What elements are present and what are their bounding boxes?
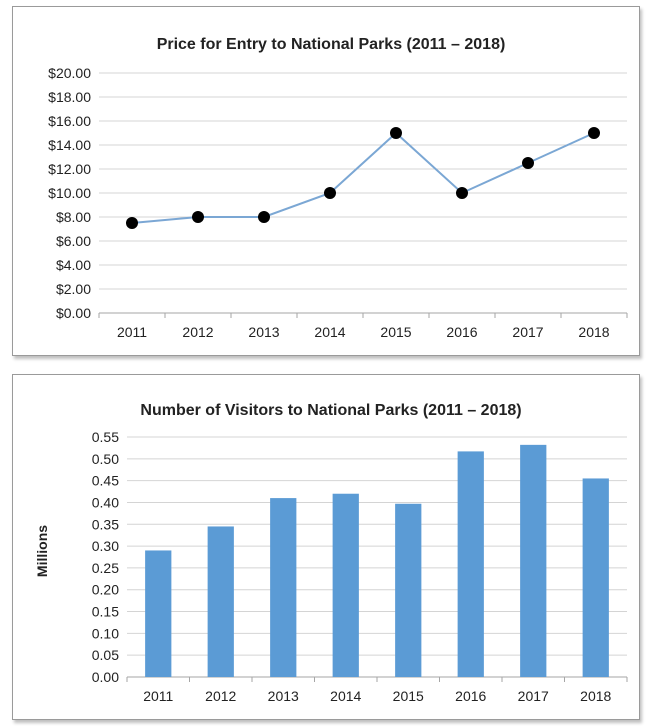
x-tick-label: 2016 [446, 324, 477, 340]
price-data-point [126, 217, 138, 229]
price-chart-title: Price for Entry to National Parks (2011 … [157, 36, 506, 53]
y-tick-label: 0.50 [92, 451, 119, 467]
y-tick-label: 0.10 [92, 625, 119, 641]
visitors-chart-panel: Number of Visitors to National Parks (20… [12, 374, 640, 720]
price-series-line [131, 131, 595, 224]
x-tick-label: 2012 [182, 324, 213, 340]
y-tick-label: 0.15 [92, 604, 119, 620]
y-tick-label: $4.00 [56, 257, 91, 273]
price-line-chart: Price for Entry to National Parks (2011 … [48, 36, 628, 340]
price-data-point [456, 187, 468, 199]
visitors-bar [457, 451, 484, 677]
y-tick-label: 0.25 [92, 560, 119, 576]
price-data-point [522, 157, 534, 169]
visitors-bar [207, 526, 234, 677]
x-tick-label: 2017 [518, 688, 549, 704]
visitors-bar [582, 478, 609, 677]
y-tick-label: 0.55 [92, 429, 119, 445]
price-chart-panel: Price for Entry to National Parks (2011 … [12, 6, 640, 356]
x-tick-label: 2012 [205, 688, 236, 704]
price-data-point [258, 211, 270, 223]
visitors-bar [395, 503, 422, 677]
x-tick-label: 2018 [578, 324, 609, 340]
y-tick-label: 0.00 [92, 669, 119, 685]
x-tick-label: 2015 [393, 688, 424, 704]
y-tick-label: $12.00 [48, 161, 91, 177]
y-tick-label: $16.00 [48, 113, 91, 129]
x-tick-label: 2013 [268, 688, 299, 704]
x-tick-label: 2015 [380, 324, 411, 340]
visitors-bar [145, 550, 172, 677]
visitors-bar-chart: Number of Visitors to National Parks (20… [34, 402, 628, 704]
y-tick-label: $0.00 [56, 305, 91, 321]
x-tick-label: 2011 [117, 324, 147, 340]
y-tick-label: 0.20 [92, 582, 119, 598]
price-data-point [588, 127, 600, 139]
y-tick-label: $14.00 [48, 137, 91, 153]
x-tick-label: 2014 [330, 688, 361, 704]
y-tick-label: $8.00 [56, 209, 91, 225]
visitors-chart-title: Number of Visitors to National Parks (20… [140, 402, 521, 419]
y-tick-label: $20.00 [48, 65, 91, 81]
visitors-bar [520, 444, 547, 677]
x-tick-label: 2014 [314, 324, 345, 340]
y-tick-label: $6.00 [56, 233, 91, 249]
price-data-point [324, 187, 336, 199]
y-tick-label: 0.05 [92, 647, 119, 663]
price-data-point [192, 211, 204, 223]
y-tick-label: 0.30 [92, 538, 119, 554]
price-data-point [390, 127, 402, 139]
visitors-y-axis-label: Millions [34, 525, 50, 577]
x-tick-label: 2018 [580, 688, 611, 704]
y-tick-label: $18.00 [48, 89, 91, 105]
y-tick-label: 0.35 [92, 516, 119, 532]
x-tick-label: 2011 [143, 688, 173, 704]
visitors-bar [270, 498, 297, 677]
y-tick-label: $2.00 [56, 281, 91, 297]
y-tick-label: 0.45 [92, 473, 119, 489]
y-tick-label: $10.00 [48, 185, 91, 201]
x-tick-label: 2017 [512, 324, 543, 340]
x-tick-label: 2013 [248, 324, 279, 340]
x-tick-label: 2016 [455, 688, 486, 704]
y-tick-label: 0.40 [92, 494, 119, 510]
visitors-bar [332, 493, 359, 677]
